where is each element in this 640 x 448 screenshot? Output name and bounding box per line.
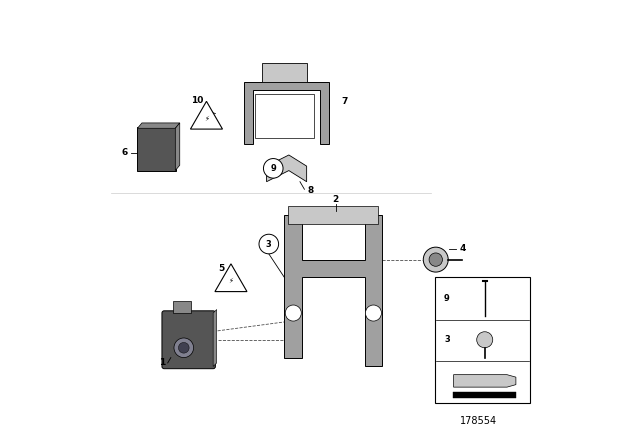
- FancyBboxPatch shape: [289, 206, 378, 224]
- Text: 9: 9: [444, 294, 450, 303]
- Circle shape: [423, 247, 448, 272]
- Text: 178554: 178554: [460, 416, 497, 426]
- Polygon shape: [215, 264, 247, 292]
- Text: 3: 3: [266, 240, 271, 249]
- Circle shape: [429, 253, 442, 266]
- Text: 7: 7: [341, 97, 348, 106]
- Circle shape: [365, 305, 381, 321]
- Text: 5: 5: [218, 264, 224, 273]
- FancyBboxPatch shape: [435, 276, 530, 403]
- FancyBboxPatch shape: [453, 392, 516, 398]
- Text: 10: 10: [191, 96, 204, 105]
- FancyBboxPatch shape: [262, 63, 307, 82]
- Text: 6: 6: [122, 148, 128, 157]
- Circle shape: [174, 338, 193, 358]
- Polygon shape: [284, 215, 382, 366]
- Circle shape: [285, 305, 301, 321]
- Text: 1: 1: [159, 358, 165, 367]
- Polygon shape: [138, 123, 180, 128]
- FancyBboxPatch shape: [136, 127, 176, 172]
- Polygon shape: [213, 310, 217, 366]
- Text: ⚡: ⚡: [228, 278, 234, 284]
- Circle shape: [477, 332, 493, 348]
- Polygon shape: [267, 155, 307, 182]
- Polygon shape: [175, 123, 180, 171]
- FancyBboxPatch shape: [255, 95, 314, 138]
- Polygon shape: [191, 101, 223, 129]
- Text: ⚡: ⚡: [204, 116, 209, 121]
- Circle shape: [179, 342, 189, 353]
- Text: 2: 2: [332, 195, 339, 204]
- Text: 3: 3: [444, 335, 450, 344]
- FancyBboxPatch shape: [162, 311, 216, 369]
- Polygon shape: [244, 82, 329, 144]
- Polygon shape: [454, 375, 516, 387]
- FancyBboxPatch shape: [173, 302, 191, 314]
- Text: 9: 9: [270, 164, 276, 173]
- Text: 8: 8: [308, 186, 314, 195]
- Text: 4: 4: [460, 244, 466, 253]
- Circle shape: [264, 159, 283, 178]
- Circle shape: [259, 234, 278, 254]
